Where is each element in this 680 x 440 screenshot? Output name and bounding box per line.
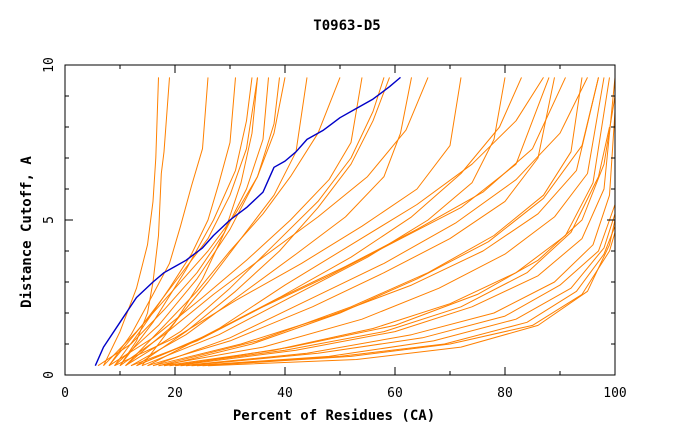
series-line-11 — [147, 77, 555, 367]
series-line-7 — [108, 77, 363, 367]
series-line-22 — [169, 126, 610, 367]
series-line-20 — [202, 232, 616, 367]
series-line-34 — [108, 77, 258, 367]
x-tick-label: 0 — [61, 386, 69, 401]
series-line-28 — [147, 77, 544, 367]
series-line-38 — [174, 95, 616, 367]
series-line-33 — [103, 77, 159, 366]
series-line-31 — [163, 77, 599, 367]
series-line-39 — [136, 77, 522, 367]
y-axis-label: Distance Cutoff, A — [19, 156, 35, 308]
series-line-19 — [196, 226, 616, 367]
series-line-15 — [174, 77, 616, 367]
x-axis-label: Percent of Residues (CA) — [233, 408, 435, 424]
series-line-12 — [158, 77, 583, 367]
series-line-26 — [114, 77, 280, 367]
series-line-16 — [180, 111, 616, 367]
series-line-14 — [163, 77, 610, 367]
series-line-27 — [125, 77, 385, 367]
x-tick-label: 80 — [497, 386, 513, 401]
series-line-18 — [191, 213, 616, 367]
series-line-3 — [114, 77, 236, 366]
series-line-9 — [114, 77, 462, 367]
axis-ticks: 0 20 40 60 80 100 0 5 10 — [42, 57, 627, 401]
x-tick-label: 40 — [277, 386, 293, 401]
series-line-4 — [103, 77, 286, 367]
plot-frame — [64, 64, 616, 376]
x-tick-label: 100 — [603, 386, 626, 401]
x-tick-label: 60 — [387, 386, 403, 401]
series-line-13 — [152, 77, 599, 367]
plot-lines — [94, 76, 616, 367]
y-tick-label: 5 — [42, 216, 57, 224]
series-line-35 — [119, 77, 253, 367]
highlighted-series-line — [94, 76, 401, 366]
y-tick-label: 10 — [42, 57, 57, 73]
chart-title: T0963-D5 — [313, 18, 380, 34]
series-line-5 — [125, 77, 341, 367]
series-line-30 — [152, 77, 588, 367]
series-line-37 — [158, 77, 605, 367]
series-line-2 — [108, 77, 209, 366]
y-tick-label: 0 — [42, 371, 57, 379]
series-line-24 — [119, 77, 429, 367]
series-line-17 — [185, 204, 616, 367]
x-tick-label: 20 — [167, 386, 183, 401]
series-line-25 — [97, 77, 269, 367]
series-line-6 — [136, 77, 390, 367]
series-line-21 — [207, 219, 616, 367]
